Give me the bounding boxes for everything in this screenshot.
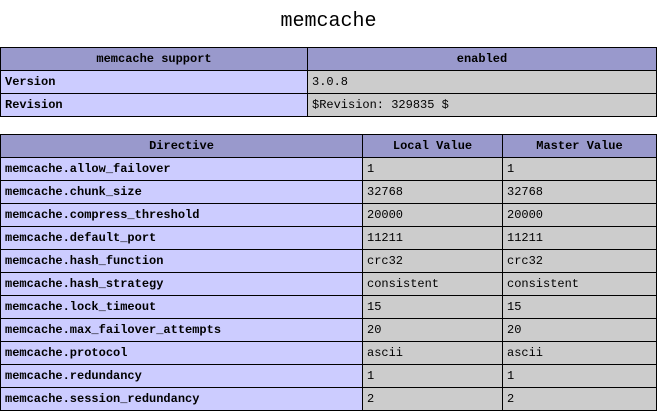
master-value-cell: 1 <box>502 157 657 181</box>
row-label-revision: Revision <box>0 93 308 117</box>
directives-header-row: Directive Local Value Master Value <box>0 134 657 158</box>
directive-name-cell: memcache.lock_timeout <box>0 295 363 319</box>
master-value-cell: 11211 <box>502 226 657 250</box>
directive-name-cell: memcache.allow_failover <box>0 157 363 181</box>
local-value-cell: 11211 <box>362 226 503 250</box>
header-cell-directive: Directive <box>0 134 363 158</box>
memcache-support-table: memcache support enabled Version 3.0.8 R… <box>0 47 657 117</box>
local-value-cell: 15 <box>362 295 503 319</box>
table-row: memcache.hash_strategy consistent consis… <box>0 272 657 296</box>
table-spacer <box>0 117 657 134</box>
master-value-cell: 20 <box>502 318 657 342</box>
directive-name-cell: memcache.session_redundancy <box>0 387 363 411</box>
table-row: Revision $Revision: 329835 $ <box>0 93 657 117</box>
row-value-revision: $Revision: 329835 $ <box>307 93 657 117</box>
directive-name-cell: memcache.redundancy <box>0 364 363 388</box>
table-row: memcache.hash_function crc32 crc32 <box>0 249 657 273</box>
local-value-cell: 32768 <box>362 180 503 204</box>
master-value-cell: 32768 <box>502 180 657 204</box>
table-row: memcache.session_redundancy 2 2 <box>0 387 657 411</box>
header-cell-master-value: Master Value <box>502 134 657 158</box>
header-cell-memcache-support: memcache support <box>0 47 308 71</box>
directive-name-cell: memcache.hash_strategy <box>0 272 363 296</box>
master-value-cell: 20000 <box>502 203 657 227</box>
directive-name-cell: memcache.default_port <box>0 226 363 250</box>
page-title: memcache <box>280 10 377 33</box>
table-row: memcache.default_port 11211 11211 <box>0 226 657 250</box>
directive-name-cell: memcache.hash_function <box>0 249 363 273</box>
local-value-cell: consistent <box>362 272 503 296</box>
directive-name-cell: memcache.max_failover_attempts <box>0 318 363 342</box>
local-value-cell: 20000 <box>362 203 503 227</box>
master-value-cell: 15 <box>502 295 657 319</box>
table-row: memcache.protocol ascii ascii <box>0 341 657 365</box>
local-value-cell: crc32 <box>362 249 503 273</box>
directives-table: Directive Local Value Master Value memca… <box>0 134 657 411</box>
master-value-cell: 1 <box>502 364 657 388</box>
table-row: Version 3.0.8 <box>0 70 657 94</box>
support-header-row: memcache support enabled <box>0 47 657 71</box>
table-row: memcache.lock_timeout 15 15 <box>0 295 657 319</box>
header-cell-enabled: enabled <box>307 47 657 71</box>
master-value-cell: ascii <box>502 341 657 365</box>
table-row: memcache.allow_failover 1 1 <box>0 157 657 181</box>
table-row: memcache.chunk_size 32768 32768 <box>0 180 657 204</box>
directive-name-cell: memcache.chunk_size <box>0 180 363 204</box>
table-row: memcache.redundancy 1 1 <box>0 364 657 388</box>
local-value-cell: 20 <box>362 318 503 342</box>
local-value-cell: 2 <box>362 387 503 411</box>
row-label-version: Version <box>0 70 308 94</box>
table-row: memcache.compress_threshold 20000 20000 <box>0 203 657 227</box>
master-value-cell: 2 <box>502 387 657 411</box>
master-value-cell: consistent <box>502 272 657 296</box>
directive-name-cell: memcache.protocol <box>0 341 363 365</box>
local-value-cell: ascii <box>362 341 503 365</box>
row-value-version: 3.0.8 <box>307 70 657 94</box>
table-row: memcache.max_failover_attempts 20 20 <box>0 318 657 342</box>
master-value-cell: crc32 <box>502 249 657 273</box>
header-cell-local-value: Local Value <box>362 134 503 158</box>
local-value-cell: 1 <box>362 157 503 181</box>
local-value-cell: 1 <box>362 364 503 388</box>
directive-name-cell: memcache.compress_threshold <box>0 203 363 227</box>
